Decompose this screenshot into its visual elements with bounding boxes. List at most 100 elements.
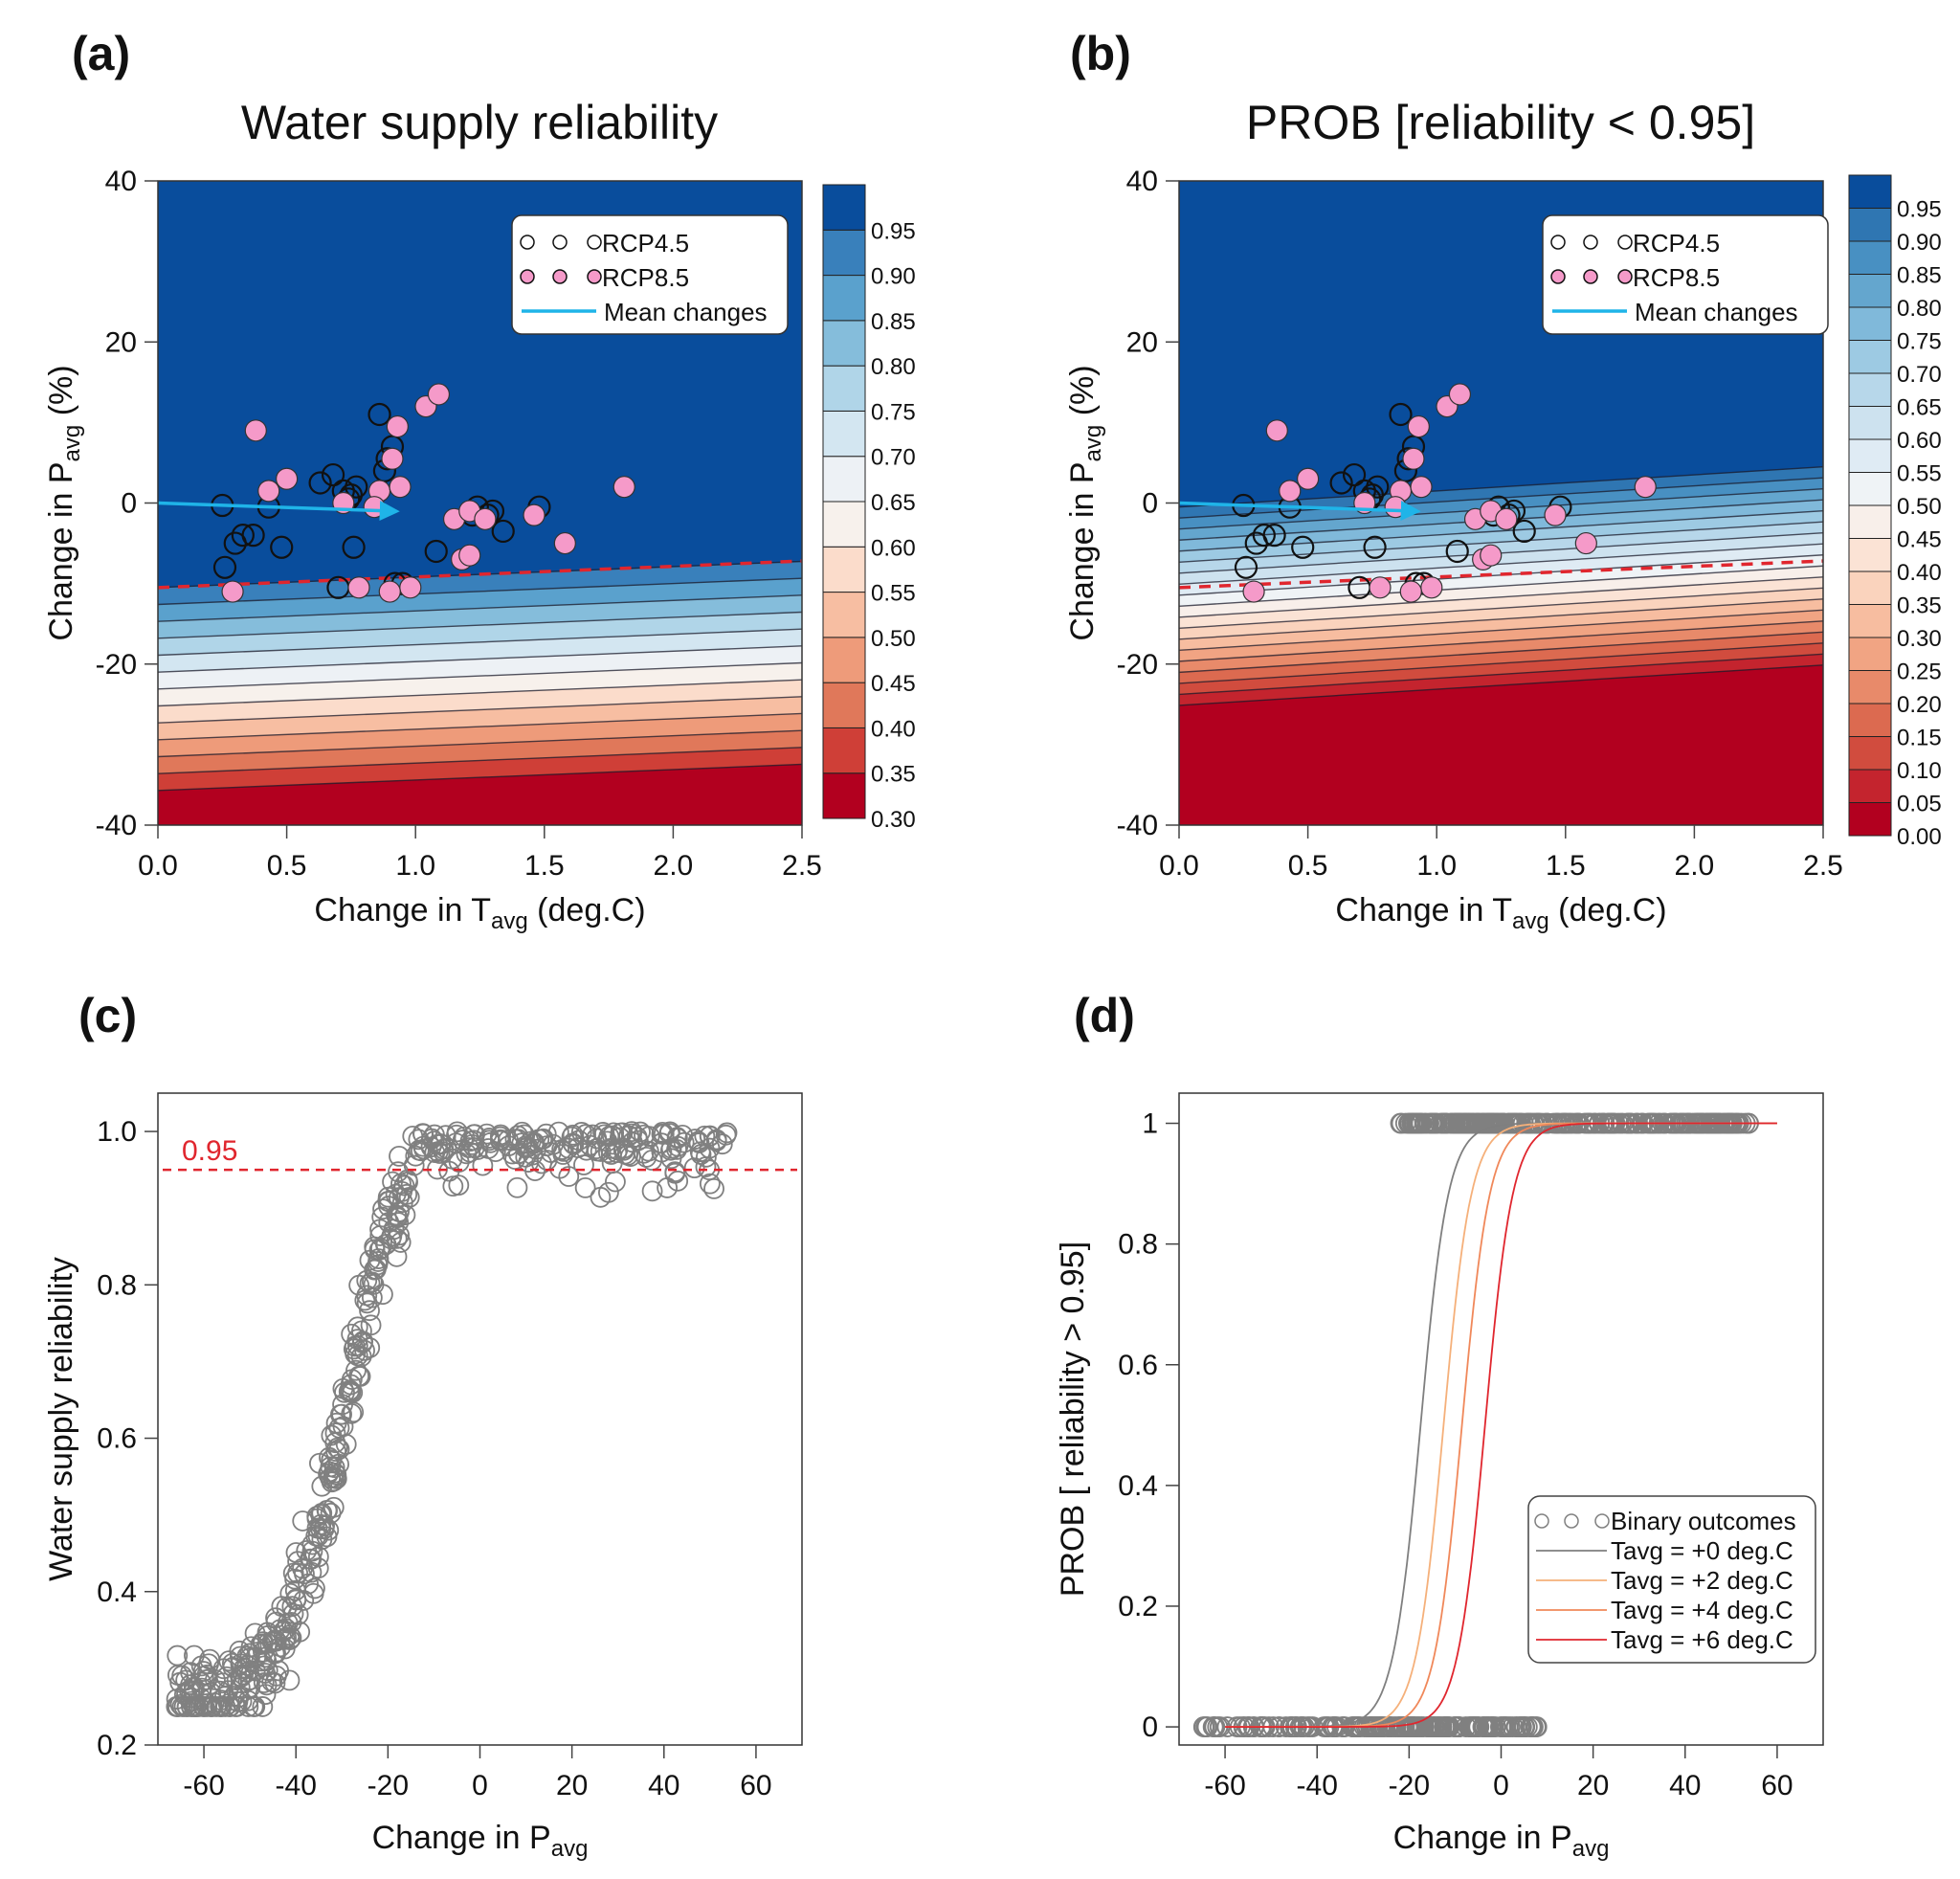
y-tick-label: 20 <box>1126 326 1158 358</box>
colorbar-tick-label: 0.95 <box>871 218 916 244</box>
y-axis-label: Water supply reliability <box>43 1257 79 1581</box>
colorbar-tick-label: 0.60 <box>1897 428 1942 454</box>
contour-band <box>158 764 802 825</box>
mean-change-arrow <box>158 501 400 522</box>
rcp45-point <box>1445 539 1469 564</box>
colorbar-tick-label: 0.90 <box>1897 230 1942 256</box>
panel-a-contour-plot: 0.0 0.5 1.0 1.5 2.0 2.5 -40 -20 0 20 40 Change in T… <box>43 166 916 934</box>
reliability-point <box>310 1513 332 1535</box>
colorbar-swatch <box>1848 769 1892 803</box>
reliability-point <box>515 1135 536 1157</box>
rcp45-point <box>1366 475 1390 499</box>
reliability-point <box>490 1130 511 1152</box>
contour-line <box>158 611 802 639</box>
x-tick-label: 40 <box>1669 1770 1701 1801</box>
colorbar-swatch <box>1848 604 1892 638</box>
contour-line <box>158 679 802 707</box>
reliability-point <box>472 1154 494 1176</box>
reliability-point <box>269 1619 291 1641</box>
contour-line <box>158 628 802 657</box>
binary-outcome-point <box>1465 1716 1487 1737</box>
legend-rcp45-marker-icon <box>587 235 602 250</box>
panel-c-scatter-plot: 0.95 -60 -40 -20 0 20 40 60 0.2 0.4 0.6 0.8 1.0 Chang… <box>43 1092 803 1862</box>
rcp85-point <box>612 476 635 499</box>
x-tick-label: 1.0 <box>1416 850 1457 882</box>
reliability-point <box>396 1169 418 1191</box>
colorbar-tick-label: 0.45 <box>871 671 916 697</box>
x-tick-label: 20 <box>1577 1770 1609 1801</box>
mean-change-arrow <box>1179 501 1421 522</box>
binary-outcome-point <box>1400 1716 1422 1737</box>
reliability-point <box>234 1657 256 1679</box>
reliability-point <box>265 1665 287 1687</box>
colorbar-swatch <box>822 501 866 548</box>
reliability-point <box>688 1132 710 1153</box>
y-tick-label: 1.0 <box>97 1116 137 1148</box>
binary-outcome-point <box>1204 1716 1226 1737</box>
rcp45-point <box>1389 402 1413 427</box>
contour-line <box>158 763 802 792</box>
x-tick-label: 20 <box>556 1770 588 1801</box>
legend-box <box>511 214 789 335</box>
reliability-point <box>192 1661 214 1682</box>
panel-a-title: Water supply reliability <box>241 96 718 149</box>
x-tick-label: 0.5 <box>267 850 307 882</box>
rcp85-point <box>1407 414 1430 438</box>
x-axis-label: Change in Tavg (deg.C) <box>314 892 645 934</box>
reliability-point <box>435 1137 457 1159</box>
threshold-label: 0.95 <box>182 1135 237 1167</box>
colorbar-swatch <box>822 637 866 683</box>
reliability-point <box>321 1449 343 1471</box>
legend-label: Tavg = +6 deg.C <box>1611 1625 1793 1654</box>
reliability-point <box>210 1696 231 1717</box>
legend-rcp85-marker-icon <box>1550 269 1566 284</box>
reliability-point <box>660 1148 682 1170</box>
binary-outcome-point <box>1510 1716 1532 1737</box>
legend-rcp45-marker-icon <box>520 235 535 250</box>
y-tick-label: -40 <box>1117 810 1158 841</box>
colorbar-tick-label: 0.75 <box>871 399 916 425</box>
rcp85-point <box>244 419 267 442</box>
binary-outcome-point <box>1399 1112 1421 1134</box>
x-tick-label: 1.5 <box>524 850 565 882</box>
reliability-point <box>520 1130 542 1152</box>
legend-rcp85-marker-icon <box>1617 269 1633 284</box>
y-tick-label: 0.8 <box>97 1269 137 1301</box>
binary-outcome-point <box>1192 1716 1214 1737</box>
x-tick-label: -60 <box>1204 1770 1245 1801</box>
colorbar-tick-label: 0.55 <box>1897 461 1942 487</box>
colorbar-swatch <box>1848 637 1892 671</box>
reliability-point <box>180 1690 202 1712</box>
x-tick-label: 60 <box>740 1770 771 1801</box>
x-tick-label: -40 <box>1297 1770 1338 1801</box>
colorbar-tick-label: 0.65 <box>1897 395 1942 421</box>
colorbar-swatch <box>1848 670 1892 705</box>
contour-line <box>1179 609 1823 652</box>
rcp85-point <box>1384 496 1407 519</box>
reliability-point <box>684 1129 706 1150</box>
colorbar-swatch <box>822 772 866 819</box>
rcp85-point <box>257 480 280 503</box>
contour-band <box>1179 664 1823 825</box>
contour-line <box>158 594 802 622</box>
colorbar-swatch <box>1848 372 1892 407</box>
colorbar-swatch <box>822 592 866 638</box>
rcp85-point <box>553 531 576 555</box>
rcp85-point <box>1480 544 1503 567</box>
reliability-point <box>699 1126 721 1147</box>
colorbar-tick-label: 0.25 <box>1897 660 1942 685</box>
colorbar-swatch <box>1848 703 1892 737</box>
reliability-point <box>342 1381 364 1403</box>
colorbar-swatch <box>822 320 866 367</box>
binary-outcome-point <box>1522 1716 1544 1737</box>
contour-line <box>158 729 802 758</box>
reliability-point <box>239 1668 261 1690</box>
reliability-point <box>603 1122 625 1144</box>
reliability-point <box>699 1173 721 1195</box>
threshold-line-095 <box>158 559 802 590</box>
rcp85-point <box>1410 476 1433 499</box>
colorbar-swatch <box>1848 736 1892 771</box>
contour-line <box>1179 653 1823 696</box>
reliability-point <box>313 1518 335 1540</box>
colorbar-swatch <box>1848 802 1892 837</box>
